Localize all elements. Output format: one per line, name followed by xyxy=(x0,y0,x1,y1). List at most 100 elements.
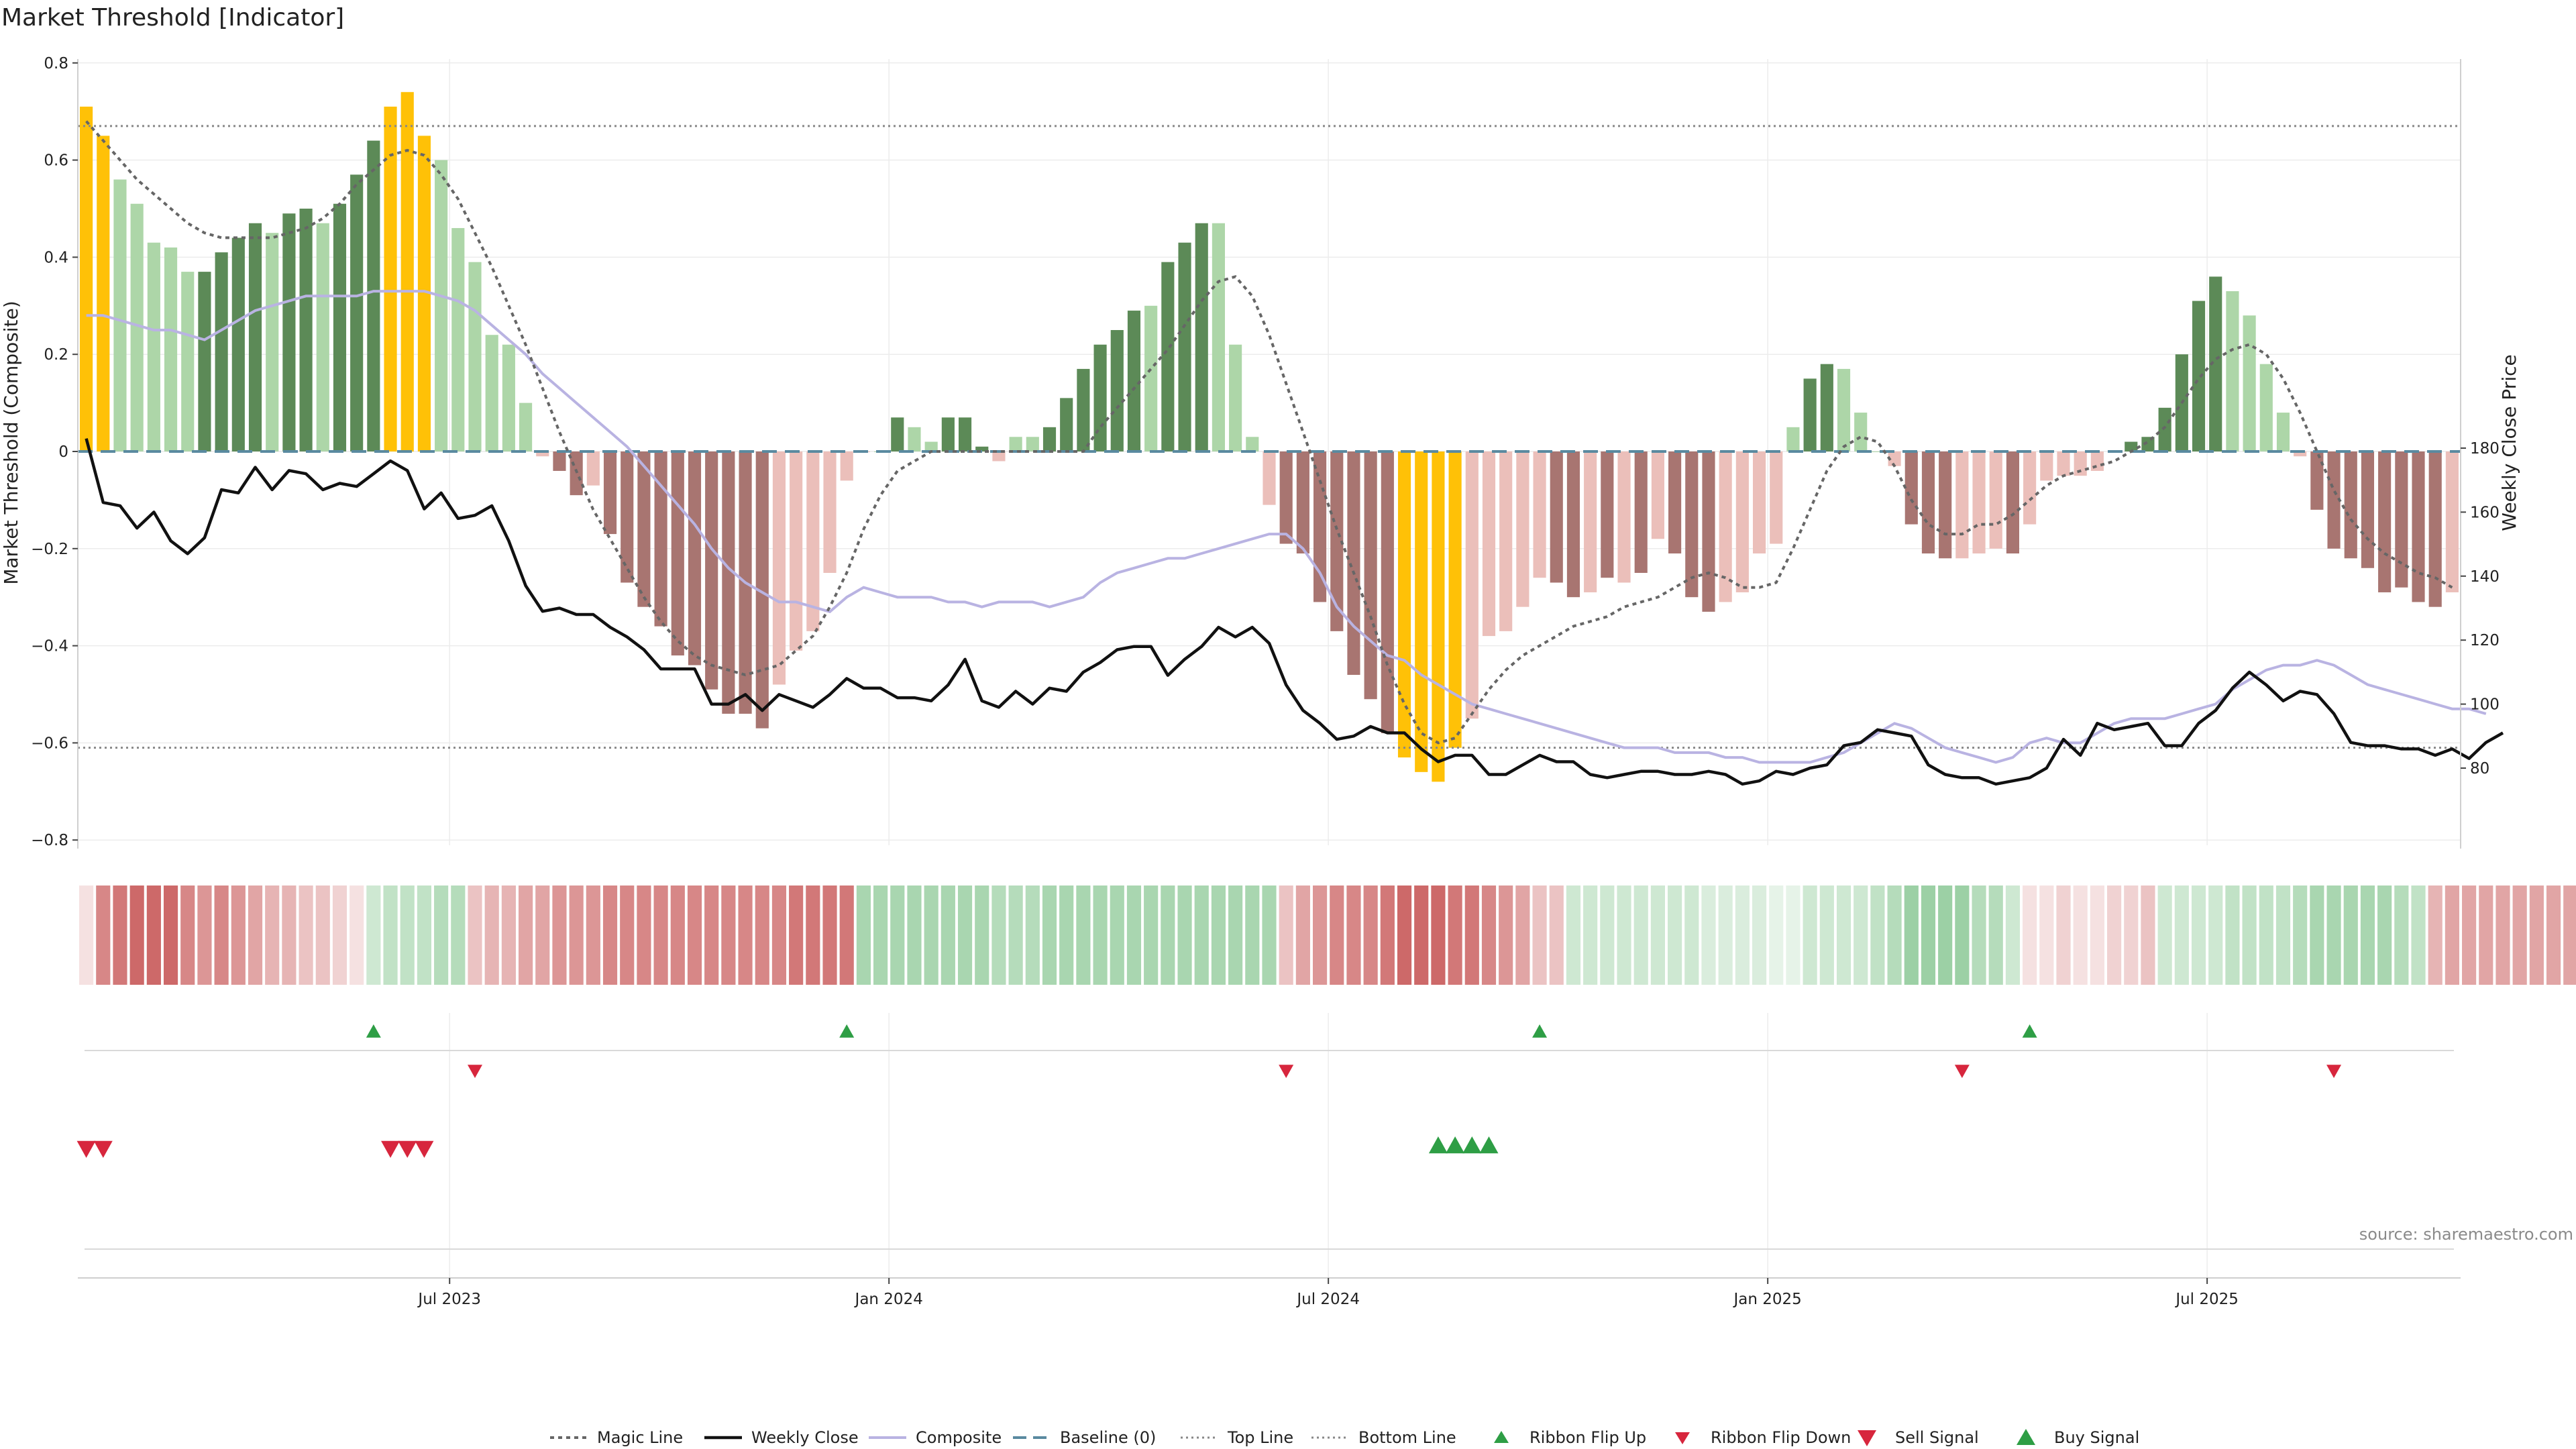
composite-bar xyxy=(1601,451,1614,578)
composite-bar xyxy=(1989,451,2002,549)
composite-bar xyxy=(1752,451,1766,554)
composite-bar xyxy=(1719,451,1732,602)
ribbon-cell xyxy=(1397,885,1412,985)
ribbon-cell xyxy=(1346,885,1361,985)
axes: −0.8 −0.6 −0.4 −0.2 0 0.2 0.4 0.6 0.8 80 100 120 140… xyxy=(31,55,2500,1308)
composite-bar xyxy=(113,179,127,451)
ribbon-cell xyxy=(265,885,280,985)
composite-bar xyxy=(1263,451,1276,505)
ribbon-cell xyxy=(1633,885,1648,985)
ribbon-cell xyxy=(1499,885,1513,985)
legend-entry-buy: Buy Signal xyxy=(2017,1428,2139,1447)
composite-bar xyxy=(198,272,211,451)
ribbon-cell xyxy=(1752,885,1767,985)
ribbon-cell xyxy=(1887,885,1902,985)
composite-bar xyxy=(806,451,820,631)
ribbon-cell xyxy=(2157,885,2172,985)
composite-bar xyxy=(1381,451,1394,733)
ribbon-cell xyxy=(1735,885,1750,985)
composite-bar xyxy=(1803,378,1817,451)
y2-tick-label: 100 xyxy=(2470,696,2500,714)
composite-line xyxy=(86,290,2487,764)
y-tick-label: −0.8 xyxy=(31,832,68,849)
ribbon-cell xyxy=(350,885,364,985)
ribbon-cell xyxy=(653,885,668,985)
composite-bar xyxy=(1921,451,1935,554)
y-tick-label: 0 xyxy=(58,443,68,461)
ribbon-cell xyxy=(2073,885,2088,985)
ribbon-cell xyxy=(1955,885,1970,985)
ribbon-cell xyxy=(1650,885,1665,985)
ribbon-cell xyxy=(2275,885,2291,985)
y2-tick-label: 180 xyxy=(2470,440,2500,458)
legend-label-buy: Buy Signal xyxy=(2054,1428,2139,1447)
ribbon-cell xyxy=(366,885,381,985)
y2-tick-label: 120 xyxy=(2470,632,2500,649)
ribbon-cell xyxy=(1025,885,1040,985)
composite-bar xyxy=(384,106,397,451)
ribbon-cell xyxy=(2191,885,2206,985)
ribbon-cell xyxy=(1836,885,1851,985)
ribbon-cell xyxy=(451,885,466,985)
composite-bar xyxy=(215,252,228,451)
ribbon-cell xyxy=(1786,885,1801,985)
composite-bar xyxy=(924,441,938,451)
ribbon-cell xyxy=(163,885,178,985)
composite-bar xyxy=(941,417,955,451)
ribbon-cell xyxy=(907,885,922,985)
ribbon-cell xyxy=(332,885,347,985)
ribbon-cell xyxy=(2462,885,2477,985)
composite-bar xyxy=(367,140,380,451)
ribbon-cell xyxy=(1921,885,1936,985)
composite-bar xyxy=(2276,413,2290,451)
ribbon-cell xyxy=(2106,885,2122,985)
composite-bar xyxy=(2226,291,2239,451)
composite-bar xyxy=(1060,398,1073,451)
ribbon-cell xyxy=(2242,885,2257,985)
composite-bar xyxy=(1432,451,1445,782)
ribbon-cell xyxy=(1870,885,1885,985)
ribbon-cell xyxy=(315,885,330,985)
ribbon-cell xyxy=(839,885,854,985)
composite-bar xyxy=(2125,441,2138,451)
composite-bar xyxy=(1212,223,1225,451)
ribbon-cell xyxy=(231,885,246,985)
composite-bar xyxy=(992,451,1006,462)
composite-bar xyxy=(130,203,144,451)
ribbon-cell xyxy=(2377,885,2392,985)
composite-bar xyxy=(147,242,160,451)
ribbon-cell xyxy=(1144,885,1159,985)
ribbon-cell xyxy=(687,885,702,985)
ribbon-cell xyxy=(1093,885,1108,985)
ribbon-flip-up-marker xyxy=(1532,1024,1548,1038)
composite-bar xyxy=(1786,427,1800,451)
ribbon-cell xyxy=(1854,885,1868,985)
ribbon-cell xyxy=(2411,885,2426,985)
composite-bar xyxy=(1448,451,1462,748)
composite-bar xyxy=(840,451,853,481)
composite-bar xyxy=(621,451,634,583)
composite-bar xyxy=(671,451,684,656)
composite-bar xyxy=(1093,344,1107,451)
ribbon-cell xyxy=(1211,885,1226,985)
legend-entry-magic: Magic Line xyxy=(550,1428,683,1447)
composite-bar xyxy=(1550,451,1563,583)
ribbon-cell xyxy=(602,885,618,985)
ribbon-cell xyxy=(2005,885,2021,985)
ribbon-cell xyxy=(1448,885,1462,985)
legend-swatch-flip-down xyxy=(1675,1432,1690,1444)
ribbon-cell xyxy=(197,885,212,985)
ribbon-cell xyxy=(129,885,144,985)
ribbon-cell xyxy=(991,885,1006,985)
composite-bar xyxy=(1482,451,1496,637)
ribbon-cell xyxy=(771,885,787,985)
ribbon-strip xyxy=(79,885,2576,985)
ribbon-cell xyxy=(1583,885,1598,985)
ribbon-cell xyxy=(501,885,516,985)
composite-bar xyxy=(1127,311,1141,451)
ribbon-cell xyxy=(569,885,584,985)
ribbon-cell xyxy=(2360,885,2375,985)
ribbon-cell xyxy=(2259,885,2273,985)
composite-bar xyxy=(2395,451,2408,588)
